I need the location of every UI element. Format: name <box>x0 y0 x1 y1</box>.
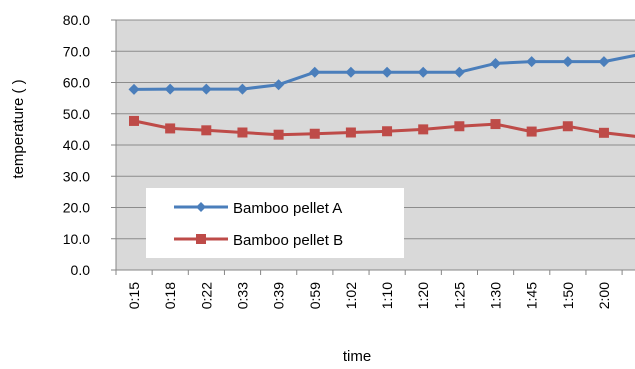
x-axis-ticks: 0:15 0:18 0:22 0:33 0:39 0:59 1:02 1:10 1:20 1:25… <box>115 270 635 309</box>
data-point-b <box>273 129 284 140</box>
x-axis-title: time <box>343 348 371 365</box>
x-tick-label: 1:45 <box>524 282 540 309</box>
data-point-a <box>273 79 285 91</box>
legend-label-a: Bamboo pellet A <box>233 200 342 217</box>
data-point-a <box>345 66 357 78</box>
data-point-a <box>236 83 248 95</box>
legend-marker-a <box>196 202 206 212</box>
y-tick-label: 40.0 <box>63 137 90 153</box>
series-line-a <box>133 53 635 91</box>
data-point-b <box>201 125 212 136</box>
x-tick-label: 0:22 <box>198 282 214 309</box>
x-tick-label: 0:39 <box>271 282 287 309</box>
x-tick-label: 0:59 <box>307 282 323 309</box>
y-tick-label: 70.0 <box>63 43 90 59</box>
x-tick-label: 2:00 <box>596 282 612 309</box>
data-point-a <box>164 83 176 95</box>
data-point-b <box>382 126 393 137</box>
data-point-a <box>128 83 140 95</box>
data-point-b <box>598 127 609 138</box>
data-point-b <box>345 127 356 138</box>
x-tick-label: 1:50 <box>560 282 576 309</box>
data-point-b <box>562 121 573 132</box>
data-point-a <box>453 66 465 78</box>
data-point-a <box>200 83 212 95</box>
y-tick-label: 80.0 <box>63 12 90 28</box>
legend-label-b: Bamboo pellet B <box>233 232 343 249</box>
x-tick-label: 1:30 <box>488 282 504 309</box>
x-tick-label: 0:18 <box>162 282 178 309</box>
data-point-a <box>381 66 393 78</box>
data-point-b <box>237 127 248 138</box>
data-point-a <box>309 66 321 78</box>
data-point-a <box>417 66 429 78</box>
legend-marker-b <box>196 234 206 244</box>
y-tick-label: 10.0 <box>63 231 90 247</box>
data-point-b <box>526 126 537 137</box>
data-point-a <box>562 56 574 68</box>
data-point-a <box>490 57 501 69</box>
x-tick-label: 1:20 <box>415 282 431 309</box>
data-point-b <box>490 119 501 130</box>
x-tick-label: 2:13 <box>632 282 635 309</box>
x-tick-label: 0:15 <box>126 282 142 309</box>
legend: Bamboo pellet A Bamboo pellet B <box>146 188 404 258</box>
data-point-b <box>454 121 465 132</box>
data-point-b <box>129 115 139 126</box>
data-point-a <box>526 56 538 68</box>
data-point-b <box>418 124 429 135</box>
y-tick-label: 0.0 <box>71 262 91 278</box>
series-group <box>128 53 635 140</box>
y-axis-ticks: 0.0 10.0 20.0 30.0 40.0 50.0 60.0 70.0 80.0 <box>63 12 116 278</box>
x-tick-label: 1:02 <box>343 282 359 309</box>
y-tick-label: 30.0 <box>63 168 90 184</box>
legend-box <box>146 188 404 258</box>
y-tick-label: 50.0 <box>63 106 90 122</box>
data-point-b <box>309 128 320 139</box>
x-tick-label: 1:25 <box>451 282 467 309</box>
y-tick-label: 60.0 <box>63 75 90 91</box>
series-line-b <box>133 119 635 138</box>
y-tick-label: 20.0 <box>63 200 90 216</box>
data-point-b <box>165 123 176 134</box>
x-tick-label: 0:33 <box>234 282 250 309</box>
data-point-a <box>598 56 610 68</box>
y-axis-title: temperature ( ) <box>10 79 27 178</box>
x-tick-label: 1:10 <box>379 282 395 309</box>
